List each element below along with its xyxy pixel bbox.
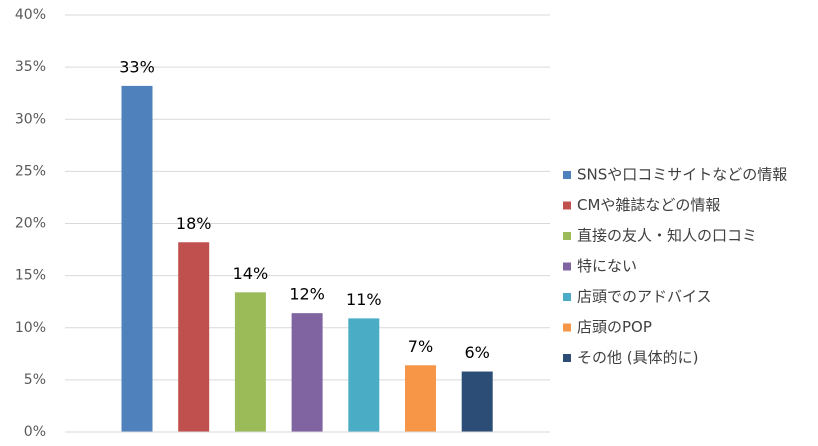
data-label: 33% (119, 57, 155, 76)
bar (405, 365, 436, 432)
legend-swatch (563, 354, 571, 362)
legend-label: 店頭でのアドバイス (577, 288, 712, 306)
y-tick-label: 5% (24, 372, 46, 388)
bar (291, 313, 323, 432)
legend-swatch (563, 262, 571, 271)
legend-swatch (563, 323, 571, 332)
legend-label: その他 (具体的に) (577, 349, 698, 367)
legend-label: 店頭のPOP (577, 318, 652, 336)
bar (121, 85, 153, 432)
bar (461, 371, 493, 432)
y-tick-label: 0% (24, 424, 46, 440)
y-tick-label: 20% (15, 216, 46, 232)
y-tick-label: 25% (15, 163, 46, 179)
y-tick-label: 15% (15, 268, 46, 284)
legend-swatch (563, 293, 571, 301)
data-label: 18% (176, 214, 212, 233)
data-label: 6% (465, 343, 490, 362)
y-tick-label: 30% (15, 111, 46, 127)
legend-label: CMや雑誌などの情報 (577, 196, 720, 214)
data-label: 12% (289, 285, 325, 304)
legend-swatch (563, 232, 571, 240)
bar (178, 242, 210, 432)
data-label: 7% (408, 337, 433, 356)
y-tick-label: 35% (15, 59, 46, 75)
legend-swatch (563, 201, 571, 210)
legend-label: 直接の友人・知人の口コミ (577, 227, 757, 245)
y-tick-label: 10% (15, 320, 46, 336)
legend-swatch (563, 171, 571, 179)
y-tick-label: 40% (15, 7, 46, 23)
data-label: 11% (346, 290, 382, 309)
bar (234, 292, 266, 432)
legend-label: 特にない (577, 257, 637, 275)
legend-label: SNSや口コミサイトなどの情報 (577, 166, 787, 184)
bar (348, 318, 380, 432)
data-label: 14% (233, 264, 269, 283)
